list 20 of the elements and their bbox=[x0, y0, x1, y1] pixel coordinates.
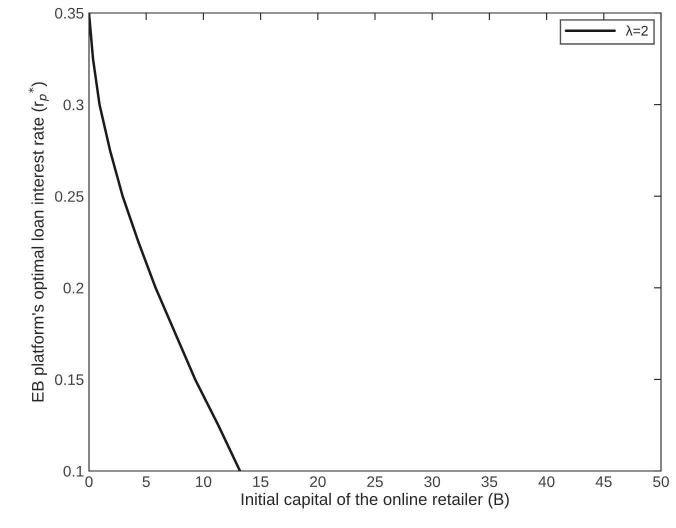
legend-label: λ=2 bbox=[626, 26, 648, 36]
y-tick-label: 0.1 bbox=[64, 466, 84, 477]
y-tick-label: 0.15 bbox=[55, 374, 84, 386]
x-tick-label: 40 bbox=[538, 476, 554, 488]
x-tick-label: 15 bbox=[253, 476, 268, 488]
x-tick-label: 35 bbox=[481, 476, 498, 488]
x-tick-label: 50 bbox=[653, 476, 669, 488]
x-axis-title: Initial capital of the online retailer (B) bbox=[242, 492, 509, 508]
y-tick-label: 0.25 bbox=[55, 191, 84, 202]
x-tick-label: 0 bbox=[85, 476, 93, 488]
y-tick-label: 0.2 bbox=[64, 282, 84, 294]
y-tick-label: 0.35 bbox=[55, 8, 84, 19]
x-tick-label: 10 bbox=[196, 476, 212, 488]
x-tick-label: 30 bbox=[424, 476, 440, 488]
y-axis-title: EB platform's optimal loan interest rate (r$_{p}$$^{*}$) bbox=[28, 82, 49, 402]
x-tick-label: 45 bbox=[596, 476, 612, 488]
x-tick-label: 20 bbox=[310, 476, 326, 488]
x-tick-label: 25 bbox=[367, 476, 383, 488]
y-tick-label: 0.3 bbox=[64, 99, 84, 110]
x-tick-label: 5 bbox=[142, 476, 150, 488]
